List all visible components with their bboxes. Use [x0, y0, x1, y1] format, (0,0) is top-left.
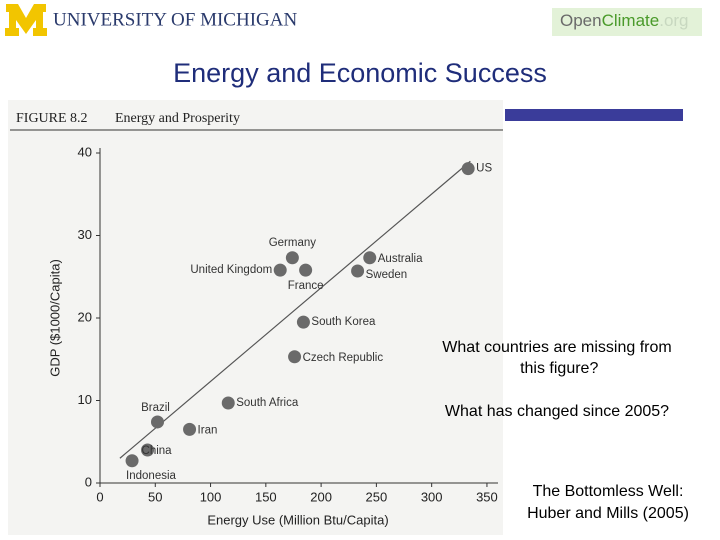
- x-tick-label: 100: [200, 489, 222, 504]
- point-label: Iran: [198, 424, 218, 436]
- point-label: US: [476, 163, 492, 175]
- question: What has changed since 2005?: [445, 403, 669, 420]
- point-label: Brazil: [141, 402, 170, 414]
- source: Huber and Mills (2005): [527, 505, 689, 522]
- question: What countries are missing from this fig…: [442, 339, 671, 377]
- point-label: South Africa: [236, 397, 299, 409]
- point-label: Australia: [378, 253, 423, 265]
- point-label: France: [288, 280, 324, 292]
- y-tick-label: 10: [78, 392, 92, 407]
- point: [273, 263, 287, 277]
- brand-part: .org: [659, 11, 688, 30]
- figure-number: FIGURE 8.2: [16, 111, 88, 126]
- y-tick-label: 30: [78, 227, 92, 242]
- question-line: this figure?: [516, 360, 599, 377]
- point-label: Germany: [269, 237, 317, 249]
- point: [285, 251, 299, 265]
- point: [288, 350, 302, 364]
- y-tick-label: 20: [78, 309, 92, 324]
- point: [150, 415, 164, 429]
- point: [125, 454, 139, 468]
- y-tick-label: 40: [78, 144, 92, 159]
- x-axis-label: Energy Use (Million Btu/Capita): [207, 512, 388, 527]
- point: [141, 443, 155, 457]
- point-label: Sweden: [366, 269, 408, 281]
- source: The Bottomless Well:: [533, 483, 684, 500]
- university-name: UNIVERSITY OF MICHIGAN: [53, 9, 297, 30]
- x-tick-label: 200: [310, 489, 332, 504]
- x-tick-label: 250: [366, 489, 388, 504]
- point-label: China: [142, 445, 173, 457]
- x-tick-label: 0: [96, 489, 103, 504]
- figure-title: Energy and Prosperity: [115, 111, 240, 126]
- point-label: Indonesia: [126, 470, 176, 482]
- point-label: Czech Republic: [303, 352, 384, 364]
- figure-background: [8, 100, 503, 535]
- x-tick-label: 150: [255, 489, 277, 504]
- trend-line: [119, 160, 471, 459]
- x-tick-label: 50: [148, 489, 162, 504]
- brand-box: [552, 8, 702, 36]
- point: [296, 315, 310, 329]
- x-tick-label: 300: [421, 489, 443, 504]
- slide-title: Energy and Economic Success: [173, 58, 547, 88]
- accent-bar: [505, 109, 683, 121]
- point-label: South Korea: [311, 316, 376, 328]
- brand-part: Open: [560, 11, 602, 30]
- question-line: What countries are missing from: [442, 339, 671, 356]
- x-tick-label: 350: [476, 489, 498, 504]
- y-tick-label: 0: [85, 474, 92, 489]
- university-logo: [5, 4, 47, 36]
- brand: OpenClimate.org: [560, 11, 689, 30]
- point: [299, 263, 313, 277]
- point: [183, 422, 197, 436]
- point: [363, 251, 377, 265]
- point: [461, 162, 475, 176]
- point: [351, 264, 365, 278]
- y-axis-label: GDP ($1000/Capita): [47, 259, 62, 377]
- point: [221, 396, 235, 410]
- brand-part: Climate: [602, 11, 660, 30]
- point-label: United Kingdom: [190, 264, 272, 276]
